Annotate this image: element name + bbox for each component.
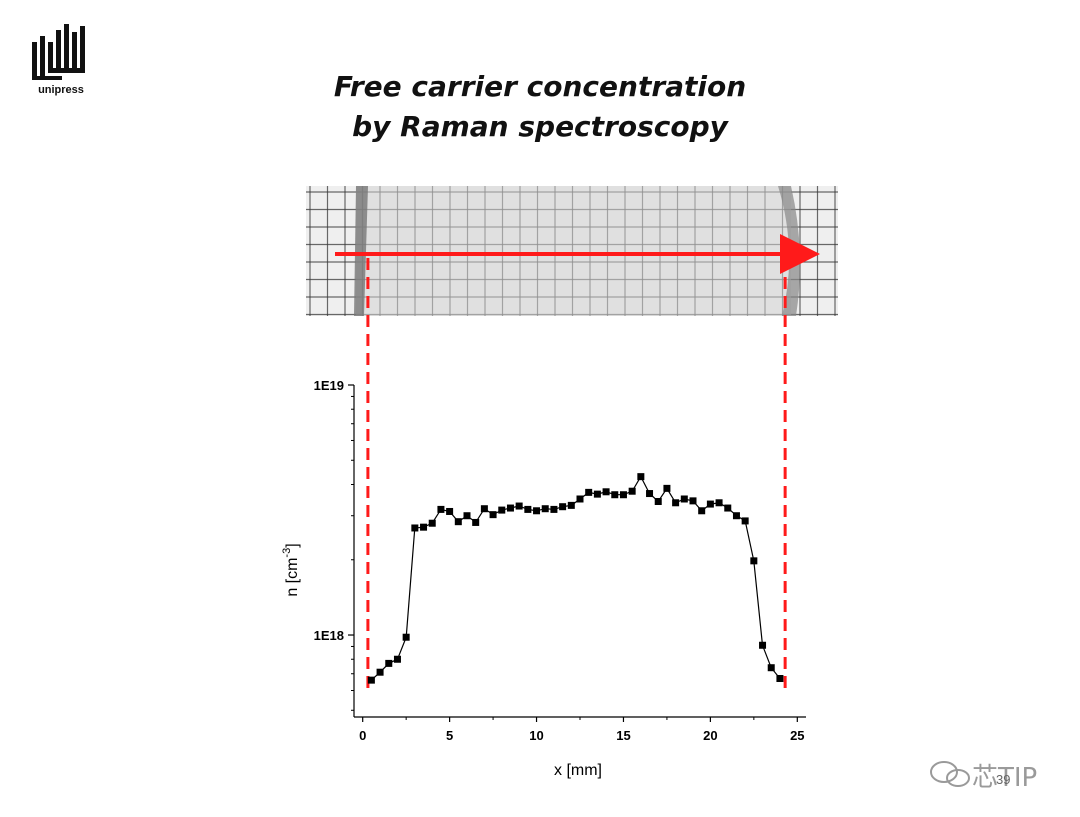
data-point [654, 498, 662, 506]
x-tick-label: 10 [529, 728, 543, 743]
data-point [480, 505, 488, 513]
slide-title-line-1: Free carrier concentration [333, 70, 747, 103]
data-point [567, 501, 575, 509]
watermark-text: 芯TIP [972, 763, 1038, 793]
y-axis-label: n [cm-3] [281, 543, 301, 596]
data-point [689, 497, 697, 505]
data-point [541, 505, 549, 513]
guide-lines [366, 258, 787, 692]
data-point [750, 557, 758, 565]
data-point [741, 517, 749, 525]
data-point [637, 473, 645, 481]
unipress-logo [32, 24, 85, 80]
data-point [698, 507, 706, 515]
x-tick-label: 25 [790, 728, 804, 743]
data-point [498, 506, 506, 514]
data-point [602, 488, 610, 496]
watermark-logo-icon [930, 761, 970, 787]
data-point [559, 503, 567, 511]
data-point [706, 500, 714, 508]
y-axis-label-close: ] [284, 543, 301, 547]
data-point [437, 505, 445, 513]
y-axis-label-text: n [cm [284, 558, 301, 597]
data-point [759, 641, 767, 649]
chart-series [367, 473, 784, 684]
wafer-left-edge [354, 186, 368, 316]
data-point [776, 675, 784, 683]
data-point [680, 495, 688, 503]
data-point [446, 507, 454, 515]
data-point [550, 505, 558, 513]
data-point [619, 491, 627, 499]
data-point [576, 495, 584, 503]
data-point [533, 507, 541, 515]
data-point [715, 499, 723, 507]
data-point [628, 487, 636, 495]
data-point [428, 519, 436, 527]
series-line [370, 475, 781, 681]
x-axis-label: x [mm] [554, 762, 602, 779]
y-axis-label-sup: -3 [281, 548, 293, 558]
data-point [411, 524, 419, 532]
page-number: 39 [996, 772, 1011, 787]
data-point [376, 668, 384, 676]
data-point [463, 512, 471, 520]
data-point [724, 504, 732, 512]
data-point [611, 491, 619, 499]
data-point [515, 502, 523, 510]
data-point [663, 484, 671, 492]
data-point [367, 676, 375, 684]
wafer-sample [356, 186, 791, 316]
y-tick-label: 1E19 [314, 378, 344, 393]
data-point [524, 505, 532, 513]
data-point [506, 504, 514, 512]
data-point [593, 490, 601, 498]
logo-text: unipress [38, 84, 84, 96]
data-point [472, 518, 480, 526]
x-tick-label: 15 [616, 728, 630, 743]
data-point [393, 655, 401, 663]
data-point [454, 518, 462, 526]
y-tick-label: 1E18 [314, 628, 344, 643]
data-point [585, 488, 593, 496]
data-point [385, 659, 393, 667]
x-tick-label: 5 [446, 728, 453, 743]
data-point [489, 511, 497, 519]
data-point [767, 664, 775, 672]
sample-photo [306, 186, 838, 316]
x-tick-label: 20 [703, 728, 717, 743]
data-point [402, 633, 410, 641]
data-point [646, 490, 654, 498]
chart-axes: 0 5 10 15 20 25 1E18 1E19 [314, 378, 806, 743]
data-point [732, 512, 740, 520]
slide-title-line-2: by Raman spectroscopy [352, 110, 728, 143]
data-point [672, 499, 680, 507]
data-point [420, 523, 428, 531]
x-tick-label: 0 [359, 728, 366, 743]
